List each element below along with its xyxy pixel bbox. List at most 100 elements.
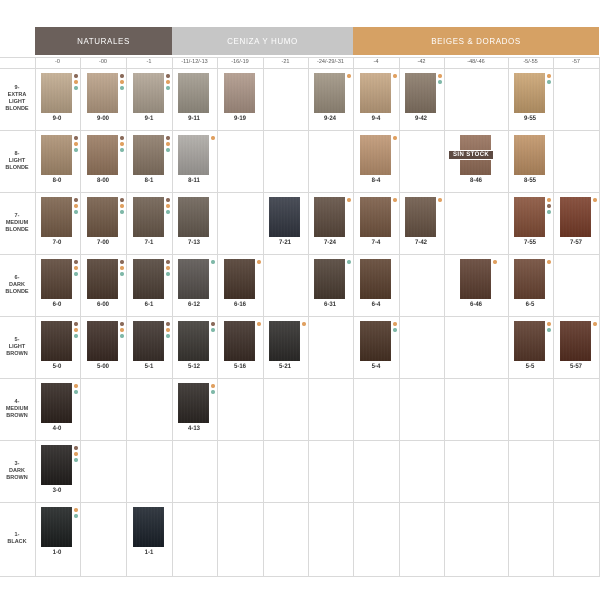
hair-swatch-7-24[interactable] <box>314 197 345 237</box>
hair-swatch-6-4[interactable] <box>360 259 391 299</box>
hair-swatch-3-0[interactable] <box>41 445 72 485</box>
swatch-code-label: 7-24 <box>323 240 336 246</box>
hair-swatch-9-00[interactable] <box>87 73 118 113</box>
swatch-code-label: 8-55 <box>523 178 536 184</box>
swatch-code-label: 6-00 <box>96 302 109 308</box>
hair-swatch-6-0[interactable] <box>41 259 72 299</box>
hair-swatch-7-21[interactable] <box>269 197 300 237</box>
swatch-code-label: 6-12 <box>187 302 200 308</box>
hair-swatch-9-55[interactable] <box>514 73 545 113</box>
hair-swatch-6-46[interactable] <box>460 259 491 299</box>
hair-swatch-9-11[interactable] <box>178 73 209 113</box>
tone-dot-teal <box>120 210 124 214</box>
hair-swatch-5-12[interactable] <box>178 321 209 361</box>
tone-dot-teal <box>166 148 170 152</box>
tone-dot-brown <box>74 74 78 78</box>
row-label-level-8: 8- LIGHT BLONDE <box>0 151 34 172</box>
column-label: -24/-29/-31 <box>317 59 344 65</box>
tone-dot-teal <box>211 328 215 332</box>
group-header-beiges: BEIGES & DORADOS <box>353 27 599 55</box>
hair-swatch-5-5[interactable] <box>514 321 545 361</box>
hair-swatch-6-31[interactable] <box>314 259 345 299</box>
grid-line-horizontal <box>0 254 600 255</box>
swatch-code-label: 5-16 <box>233 364 246 370</box>
hair-swatch-5-4[interactable] <box>360 321 391 361</box>
hair-swatch-7-13[interactable] <box>178 197 209 237</box>
hair-swatch-8-55[interactable] <box>514 135 545 175</box>
hair-swatch-6-16[interactable] <box>224 259 255 299</box>
tone-dot-brown <box>74 136 78 140</box>
row-label-level-6: 6- DARK BLONDE <box>0 275 34 296</box>
column-label: -21 <box>281 59 290 65</box>
hair-swatch-9-4[interactable] <box>360 73 391 113</box>
tone-dot-teal <box>347 260 351 264</box>
tone-dot-teal <box>120 334 124 338</box>
hair-swatch-9-42[interactable] <box>405 73 436 113</box>
tone-dot-teal <box>166 210 170 214</box>
hair-swatch-7-00[interactable] <box>87 197 118 237</box>
hair-swatch-5-16[interactable] <box>224 321 255 361</box>
hair-swatch-8-11[interactable] <box>178 135 209 175</box>
hair-swatch-7-1[interactable] <box>133 197 164 237</box>
row-label-level-3: 3- DARK BROWN <box>0 461 34 482</box>
grid-line-horizontal <box>0 316 600 317</box>
hair-swatch-6-5[interactable] <box>514 259 545 299</box>
hair-swatch-7-55[interactable] <box>514 197 545 237</box>
hair-swatch-6-00[interactable] <box>87 259 118 299</box>
hair-swatch-7-4[interactable] <box>360 197 391 237</box>
tone-dot-orange <box>393 322 397 326</box>
hair-swatch-6-1[interactable] <box>133 259 164 299</box>
hair-swatch-6-12[interactable] <box>178 259 209 299</box>
tone-dot-orange <box>438 74 442 78</box>
hair-swatch-7-57[interactable] <box>560 197 591 237</box>
hair-swatch-1-0[interactable] <box>41 507 72 547</box>
tone-dot-orange <box>302 322 306 326</box>
hair-swatch-7-42[interactable] <box>405 197 436 237</box>
swatch-code-label: 9-55 <box>523 116 536 122</box>
tone-dot-orange <box>393 74 397 78</box>
hair-swatch-5-0[interactable] <box>41 321 72 361</box>
swatch-code-label: 9-19 <box>233 116 246 122</box>
hair-swatch-4-0[interactable] <box>41 383 72 423</box>
hair-swatch-5-21[interactable] <box>269 321 300 361</box>
tone-dot-orange <box>74 266 78 270</box>
hair-swatch-8-0[interactable] <box>41 135 72 175</box>
swatch-code-label: 8-00 <box>96 178 109 184</box>
row-label-line: LIGHT <box>8 99 26 105</box>
row-label-line: 9- <box>14 85 20 91</box>
hair-swatch-8-00[interactable] <box>87 135 118 175</box>
hair-swatch-9-1[interactable] <box>133 73 164 113</box>
row-label-line: LIGHT <box>8 343 26 350</box>
hair-swatch-9-0[interactable] <box>41 73 72 113</box>
hair-swatch-5-57[interactable] <box>560 321 591 361</box>
tone-dot-teal <box>547 210 551 214</box>
tone-dot-orange <box>547 74 551 78</box>
group-header-naturales: NATURALES <box>35 27 172 55</box>
row-label-line: MEDIUM <box>5 219 29 226</box>
column-label: -42 <box>417 59 426 65</box>
swatch-code-label: 7-0 <box>52 240 62 246</box>
tone-dot-brown <box>166 260 170 264</box>
swatch-code-label: 7-55 <box>523 240 536 246</box>
hair-swatch-9-19[interactable] <box>224 73 255 113</box>
hair-swatch-8-1[interactable] <box>133 135 164 175</box>
tone-dot-teal <box>438 80 442 84</box>
hair-swatch-5-1[interactable] <box>133 321 164 361</box>
tone-dot-orange <box>74 452 78 456</box>
hair-swatch-7-0[interactable] <box>41 197 72 237</box>
hair-swatch-1-1[interactable] <box>133 507 164 547</box>
hair-swatch-8-4[interactable] <box>360 135 391 175</box>
hair-swatch-5-00[interactable] <box>87 321 118 361</box>
swatch-code-label: 5-0 <box>52 364 62 370</box>
hair-swatch-9-24[interactable] <box>314 73 345 113</box>
grid-line-horizontal <box>0 192 600 193</box>
tone-dot-orange <box>74 204 78 208</box>
tone-dot-orange <box>74 508 78 512</box>
row-label-level-7: 7- MEDIUM BLONDE <box>0 213 34 234</box>
group-header-ceniza: CENIZA Y HUMO <box>172 27 353 55</box>
swatch-code-label: 9-00 <box>96 116 109 122</box>
hair-swatch-4-13[interactable] <box>178 383 209 423</box>
tone-dot-teal <box>211 260 215 264</box>
swatch-code-label: 7-57 <box>569 240 582 246</box>
swatch-code-label: 9-1 <box>144 116 154 122</box>
